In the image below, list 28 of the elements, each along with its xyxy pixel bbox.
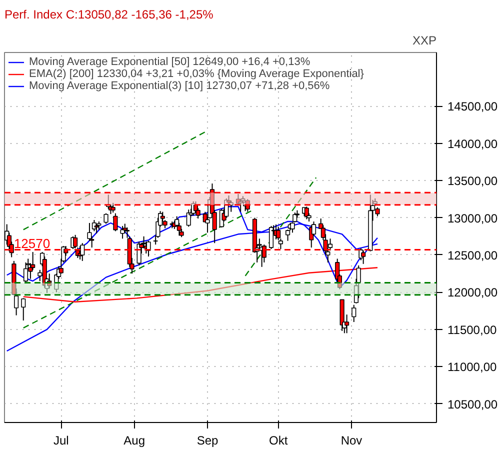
candlestick bbox=[352, 304, 356, 322]
y-tick-label: 12000,00 bbox=[448, 286, 498, 300]
x-tick-label: Nov bbox=[340, 434, 362, 448]
y-tick-label: 12500,00 bbox=[448, 248, 498, 262]
y-tick-label: 10500,00 bbox=[448, 397, 498, 412]
candlestick bbox=[104, 212, 108, 224]
y-tick-label: 11500,00 bbox=[448, 322, 497, 337]
x-tick-label: Jul bbox=[53, 434, 69, 448]
x-tick-label: Sep bbox=[196, 434, 219, 448]
ref-line-label: 12570 bbox=[14, 236, 50, 251]
candlestick bbox=[238, 198, 243, 212]
y-tick-label: 11000,00 bbox=[448, 360, 497, 374]
x-tick-label: Aug bbox=[124, 434, 146, 448]
y-tick-label: 14500,00 bbox=[448, 100, 498, 114]
candlestick bbox=[21, 298, 26, 322]
y-tick-label: 13000,00 bbox=[448, 211, 498, 226]
candlestick bbox=[344, 314, 350, 334]
chart-title: Perf. Index C:13050,82 -165,36 -1,25% bbox=[4, 8, 214, 22]
x-tick-label: Okt bbox=[269, 434, 288, 448]
legend-label: EMA(2) [200] 12330,04 +3,21 +0,03% {Moving Average Exponential} bbox=[29, 68, 364, 80]
candlestick bbox=[361, 250, 366, 264]
y-tick-label: 14000,00 bbox=[448, 136, 498, 151]
legend-label: Moving Average Exponential [50] 12649,00 +16,4 +0,13% bbox=[29, 56, 310, 68]
legend-label: Moving Average Exponential(3) [10] 12730,07 +71,28 +0,56% bbox=[29, 80, 330, 92]
y-tick-label: 13500,00 bbox=[448, 174, 498, 188]
candlestick bbox=[113, 212, 118, 232]
text: XXP bbox=[412, 34, 437, 48]
candlestick bbox=[94, 223, 99, 234]
